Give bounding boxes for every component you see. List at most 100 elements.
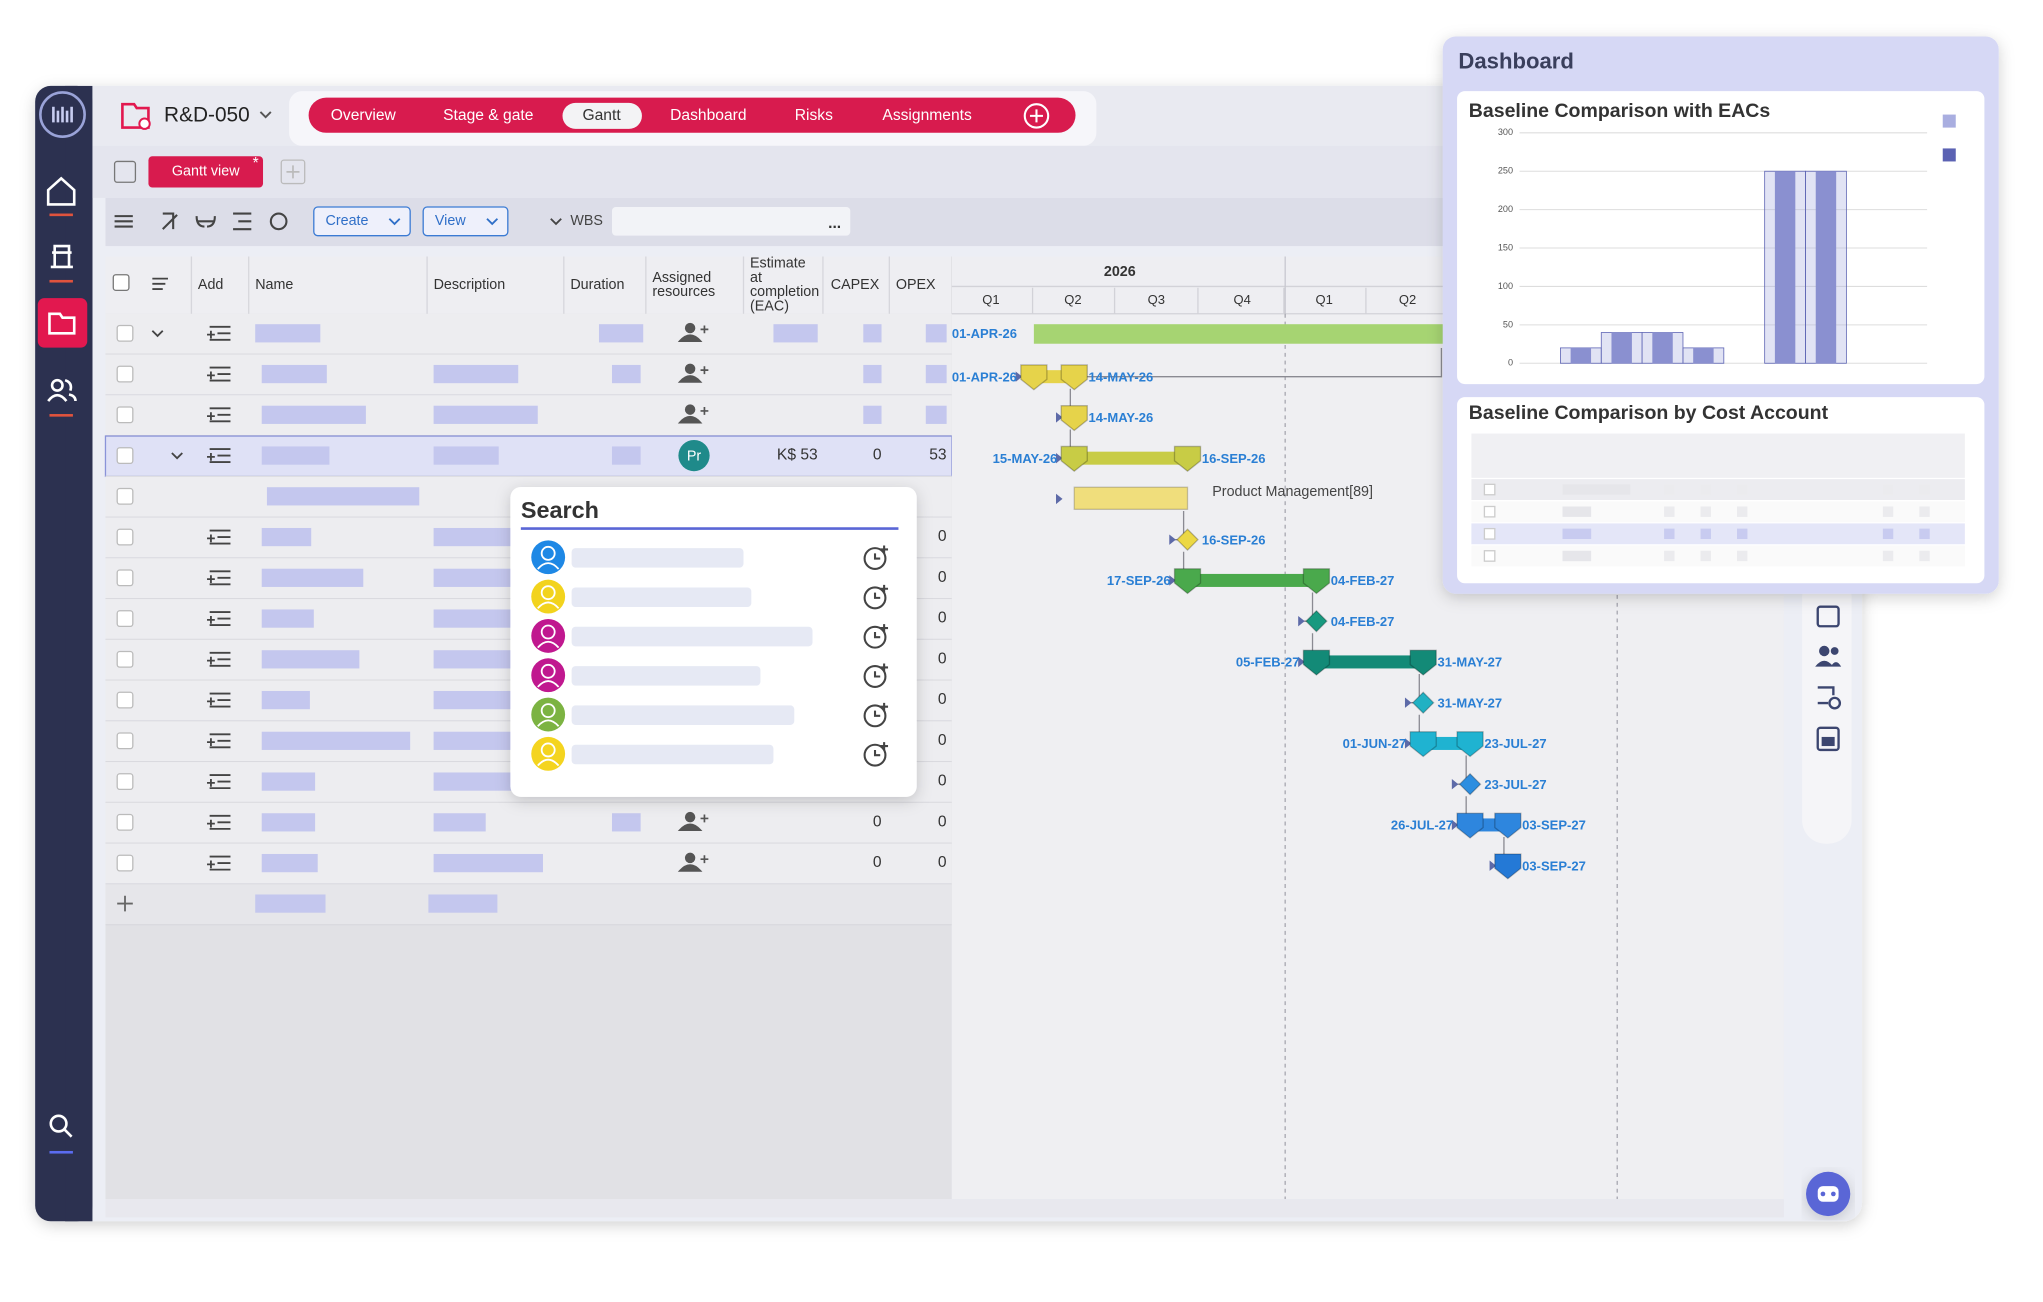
create-button[interactable] (313, 206, 411, 237)
skeleton (611, 446, 641, 465)
quarter-label: Q1 (982, 292, 999, 307)
assign-button[interactable] (863, 665, 887, 688)
assign-button-glyph (873, 742, 889, 757)
row-checkbox[interactable] (116, 650, 134, 668)
row-checkbox[interactable] (116, 732, 134, 750)
chart-title: Baseline Comparison with EACs (1469, 100, 1771, 122)
logo-bar (65, 110, 69, 123)
task-start-date: 05-FEB-27 (1236, 655, 1300, 670)
task-end-date: 23-JUL-27 (1484, 777, 1546, 792)
assign-button-glyph (873, 702, 889, 717)
mini-skeleton (1562, 484, 1631, 495)
row-checkbox[interactable] (116, 447, 134, 465)
resource-avatar-glyph (537, 562, 560, 570)
workflow-icon (1817, 686, 1835, 705)
resource-avatar-glyph (537, 680, 560, 688)
row-checkbox[interactable] (116, 487, 134, 505)
assign-button[interactable] (863, 547, 887, 571)
tab[interactable]: Dashboard (670, 107, 746, 124)
nav-active[interactable] (37, 298, 88, 348)
mini-skeleton (1919, 506, 1930, 517)
skeleton (433, 650, 512, 669)
add-tab (1023, 103, 1050, 129)
row-checkbox[interactable] (116, 528, 134, 546)
bar (1611, 332, 1632, 364)
skeleton (433, 527, 512, 547)
add-child-icon (207, 814, 231, 830)
quarter-label: Q2 (1399, 292, 1416, 307)
task-start-date: 01-JUN-27 (1343, 736, 1407, 751)
row-checkbox[interactable] (116, 324, 134, 342)
table-header (105, 256, 952, 314)
resource-icon (677, 366, 709, 383)
expand-caret (171, 452, 183, 460)
tab[interactable]: Overview (331, 107, 397, 124)
tab[interactable]: Assignments (882, 107, 972, 124)
assign-button[interactable] (863, 625, 887, 649)
side-toolbar (1802, 572, 1852, 844)
row-checkbox[interactable] (116, 854, 134, 872)
gantt-summary-bar (1316, 655, 1424, 669)
summary-cap (1494, 812, 1522, 839)
legend-swatch (1942, 114, 1956, 128)
opex-value: 0 (938, 732, 947, 749)
view-tab[interactable] (148, 156, 264, 188)
header-tree-icon (152, 277, 168, 290)
view-label: View (435, 213, 466, 229)
row-checkbox[interactable] (116, 691, 134, 709)
table-row (105, 354, 952, 395)
row-checkbox[interactable] (116, 813, 134, 831)
sidebar-edge (65, 85, 93, 1222)
nav-underline (49, 414, 73, 417)
mini-skeleton (1562, 528, 1592, 540)
row-checkbox[interactable] (116, 365, 134, 383)
row-checkbox[interactable] (116, 406, 134, 424)
column-header: Description (434, 277, 506, 293)
resource-avatar (531, 658, 566, 693)
skeleton (571, 666, 761, 686)
row-checkbox[interactable] (116, 773, 134, 791)
opex-value: 0 (938, 813, 947, 830)
assign-button[interactable] (863, 704, 887, 728)
column-header: Assigned (652, 270, 711, 286)
skeleton (261, 609, 314, 628)
skeleton (428, 894, 498, 913)
row-checkbox[interactable] (116, 610, 134, 628)
gantt-bar (1033, 324, 1446, 344)
dependency-arrow (1169, 534, 1176, 545)
task-end-date: 14-MAY-26 (1089, 410, 1154, 425)
opex-value: 0 (938, 854, 947, 871)
skeleton (433, 446, 499, 465)
create-label: Create (326, 213, 369, 229)
task-start-date: 01-APR-26 (952, 326, 1017, 341)
skeleton (255, 894, 326, 913)
tab[interactable]: Risks (795, 107, 833, 124)
mini-skeleton (1700, 484, 1711, 495)
people-icon (50, 378, 64, 392)
tab[interactable]: Stage & gate (443, 107, 533, 124)
add-child-icon (207, 570, 231, 586)
assign-button[interactable] (863, 743, 887, 767)
add-child-icon (207, 692, 231, 708)
wbs-more: ... (828, 215, 841, 232)
dependency-arrow (1056, 452, 1063, 464)
capex-value: 0 (873, 854, 882, 871)
skeleton (261, 853, 318, 873)
mini-checkbox (1483, 550, 1496, 562)
assign-button[interactable] (863, 586, 887, 610)
mini-skeleton (1562, 550, 1592, 562)
wbs-input[interactable] (611, 207, 851, 236)
header-checkbox[interactable] (112, 274, 130, 291)
mini-skeleton (1664, 550, 1675, 562)
column-header: CAPEX (831, 277, 880, 293)
task-end-date: 04-FEB-27 (1331, 573, 1395, 588)
resource-avatar (531, 618, 566, 653)
skeleton (773, 324, 818, 343)
row-checkbox[interactable] (116, 569, 134, 587)
dependency-arrow (1489, 860, 1497, 871)
mini-skeleton (1700, 528, 1711, 540)
tab-active[interactable]: Gantt (582, 107, 621, 124)
view-button[interactable] (422, 206, 509, 237)
project-icon (138, 117, 151, 130)
mini-skeleton (1664, 528, 1675, 540)
